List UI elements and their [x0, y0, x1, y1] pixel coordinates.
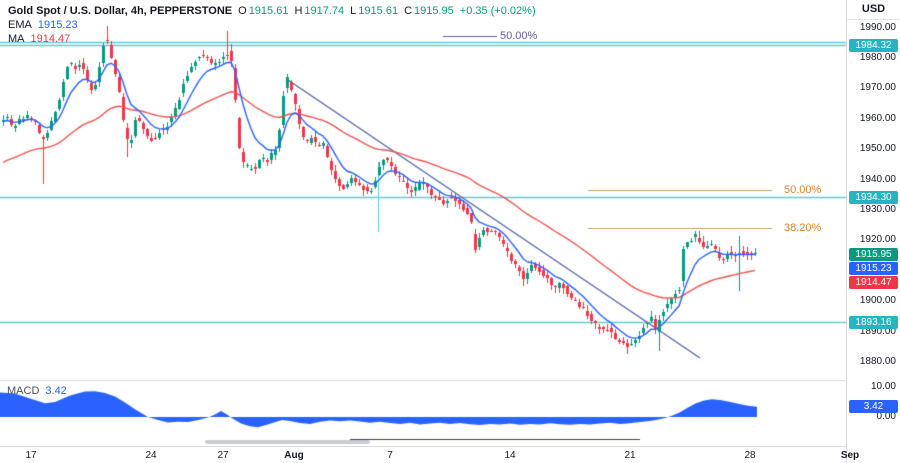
ma-value: 1914.47 — [30, 33, 71, 45]
macd-label: MACD — [7, 385, 40, 397]
ma-label: MA — [8, 33, 25, 45]
time-tick: 24 — [145, 450, 157, 461]
price-badge: 1984.32 — [849, 38, 898, 52]
price-axis[interactable]: USD 1990.00 1980.00 1970.00 1960.00 1950.00 1… — [846, 0, 900, 463]
price-tick: 1990.00 — [859, 21, 896, 33]
price-tick: 1920.00 — [859, 234, 896, 246]
price-tick: 1980.00 — [859, 52, 896, 64]
price-change: +0.35 (+0.02%) — [459, 5, 536, 17]
chart-legend[interactable]: Gold Spot / U.S. Dollar, 4h, PEPPERSTONE… — [8, 4, 536, 46]
price-tick: 1970.00 — [859, 82, 896, 94]
macd-tick: 0.00 — [876, 411, 896, 422]
time-tick: 7 — [387, 450, 393, 461]
symbol-title: Gold Spot / U.S. Dollar, 4h, PEPPERSTONE — [8, 5, 233, 17]
macd-legend[interactable]: MACD 3.42 — [7, 385, 67, 397]
price-tick: 1960.00 — [859, 112, 896, 124]
fib-50-label-upper: 50.00% — [500, 30, 538, 42]
time-tick: 28 — [744, 450, 756, 461]
ema-value: 1915.23 — [37, 19, 78, 31]
time-axis[interactable]: 17 24 27 Aug 7 14 21 28 Sep — [0, 446, 859, 463]
price-badge: 1915.95 — [849, 247, 898, 261]
currency-label: USD — [847, 3, 900, 20]
fib-382-label: 38.20% — [784, 222, 822, 234]
price-tick: 1950.00 — [859, 143, 896, 155]
price-tick: 1890.00 — [859, 325, 896, 337]
ema-label: EMA — [8, 19, 32, 31]
ohlc-close: C 1915.95 — [404, 5, 454, 17]
ohlc-open: O 1915.61 — [238, 5, 289, 17]
price-badge: 3.42 — [849, 399, 898, 413]
ohlc-low: L 1915.61 — [350, 5, 399, 17]
macd-tick: 10.00 — [870, 381, 896, 392]
price-badge: 1914.47 — [849, 275, 898, 289]
time-tick: 27 — [217, 450, 229, 461]
ema-indicator-row[interactable]: EMA 1915.23 — [8, 18, 536, 32]
ma-indicator-row[interactable]: MA 1914.47 — [8, 32, 536, 46]
time-tick: Sep — [840, 450, 860, 461]
price-badge: 1934.30 — [849, 190, 898, 204]
price-tick: 1940.00 — [859, 173, 896, 185]
time-tick: Aug — [284, 450, 304, 461]
fib-50-label: 50.00% — [784, 184, 822, 196]
time-tick: 14 — [504, 450, 516, 461]
price-tick: 1880.00 — [859, 355, 896, 367]
price-badge: 1893.16 — [849, 315, 898, 329]
symbol-row: Gold Spot / U.S. Dollar, 4h, PEPPERSTONE… — [8, 4, 536, 18]
price-badge: 1915.23 — [849, 261, 898, 275]
macd-value: 3.42 — [45, 385, 67, 397]
price-tick: 1900.00 — [859, 295, 896, 307]
time-tick: 21 — [624, 450, 636, 461]
price-tick: 1930.00 — [859, 204, 896, 216]
ohlc-high: H 1917.74 — [294, 5, 345, 17]
time-tick: 17 — [25, 450, 37, 461]
